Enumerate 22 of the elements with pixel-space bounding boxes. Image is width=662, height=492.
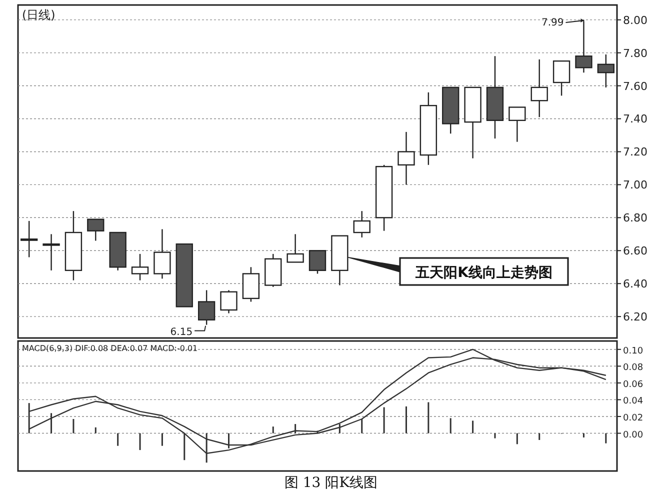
y-tick-label: 6.40	[623, 278, 648, 291]
y-tick-label: 0.08	[623, 363, 644, 374]
y-tick-label: 0.04	[623, 396, 644, 407]
annotation: 五天阳K线向上走势图	[414, 265, 552, 281]
caption: 图 13 阳K线图	[284, 475, 378, 491]
y-tick-label: 7.20	[623, 146, 648, 159]
y-tick-label: 6.60	[623, 244, 648, 258]
y-tick-label: 0.02	[623, 413, 644, 424]
y-tick-label: 7.40	[623, 112, 648, 126]
y-tick-label: 7.60	[623, 80, 648, 93]
y-tick-label: 0.10	[623, 346, 644, 356]
y-tick-label: 0.06	[623, 380, 644, 390]
annotation: 6.15	[170, 326, 193, 338]
y-tick-label: 7.80	[623, 46, 648, 60]
y-tick-label: 7.00	[623, 178, 648, 192]
y-tick-label: 6.80	[623, 212, 648, 225]
y-tick-label: 0.00	[623, 430, 644, 440]
chart-title: MACD(6,9,3) DIF:0.08 DEA:0.07 MACD:-0.01	[22, 344, 198, 353]
chart-title: (日线)	[22, 8, 56, 22]
y-tick-label: 6.20	[623, 310, 648, 324]
y-tick-label: 8.00	[623, 14, 648, 27]
annotation: 7.99	[541, 17, 564, 28]
